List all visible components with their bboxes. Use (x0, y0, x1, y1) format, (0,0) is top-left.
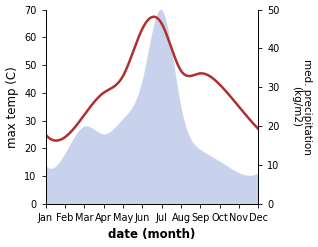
Y-axis label: med. precipitation
(kg/m2): med. precipitation (kg/m2) (291, 59, 313, 155)
X-axis label: date (month): date (month) (108, 228, 196, 242)
Y-axis label: max temp (C): max temp (C) (5, 66, 18, 148)
